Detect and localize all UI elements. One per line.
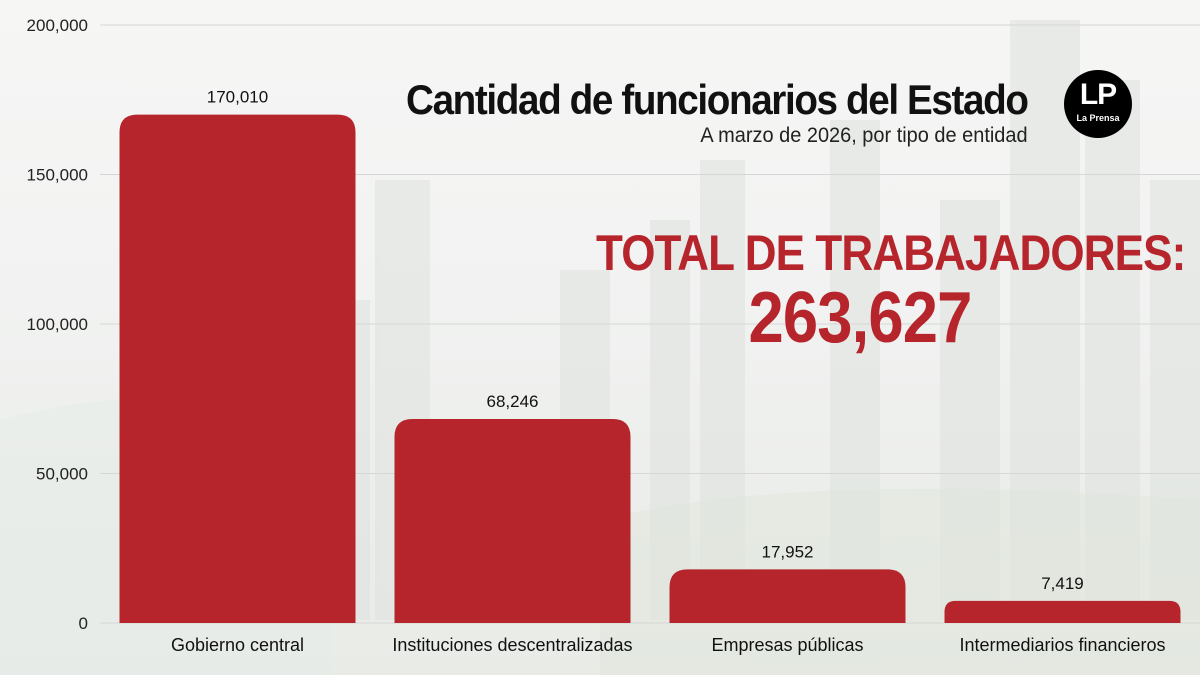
category-label: Gobierno central	[171, 635, 304, 655]
category-label: Empresas públicas	[711, 635, 863, 655]
la-prensa-logo: LP La Prensa	[1064, 70, 1132, 138]
total-value: 263,627	[748, 278, 973, 358]
value-labels: 170,010 68,246 17,952 7,419	[207, 88, 1084, 593]
value-label: 170,010	[207, 88, 268, 107]
y-tick-label: 50,000	[36, 465, 88, 484]
bar	[669, 569, 906, 623]
total-block: TOTAL DE TRABAJADORES: 263,627	[560, 224, 1186, 358]
value-label: 17,952	[762, 542, 814, 561]
value-label: 7,419	[1041, 574, 1084, 593]
chart-title: Cantidad de funcionarios del Estado	[406, 76, 1029, 123]
bar	[394, 418, 631, 623]
category-label: Instituciones descentralizadas	[392, 635, 632, 655]
y-tick-label: 100,000	[27, 315, 88, 334]
value-label: 68,246	[487, 392, 539, 411]
chart-subtitle: A marzo de 2026, por tipo de entidad	[700, 124, 1028, 147]
y-tick-label: 200,000	[27, 16, 88, 35]
bars	[119, 114, 1181, 623]
y-tick-label: 150,000	[27, 166, 88, 185]
total-label: TOTAL DE TRABAJADORES:	[596, 225, 1186, 281]
y-tick-label: 0	[79, 614, 88, 633]
category-label: Intermediarios financieros	[959, 635, 1165, 655]
bar	[944, 600, 1181, 623]
bar	[119, 114, 356, 623]
logo-name: La Prensa	[1076, 113, 1120, 123]
title-block: Cantidad de funcionarios del Estado A ma…	[352, 76, 1029, 148]
logo-mark: LP	[1079, 78, 1117, 111]
x-axis: Gobierno central Instituciones descentral…	[171, 635, 1166, 655]
y-axis: 0 50,000 100,000 150,000 200,000	[27, 16, 88, 633]
